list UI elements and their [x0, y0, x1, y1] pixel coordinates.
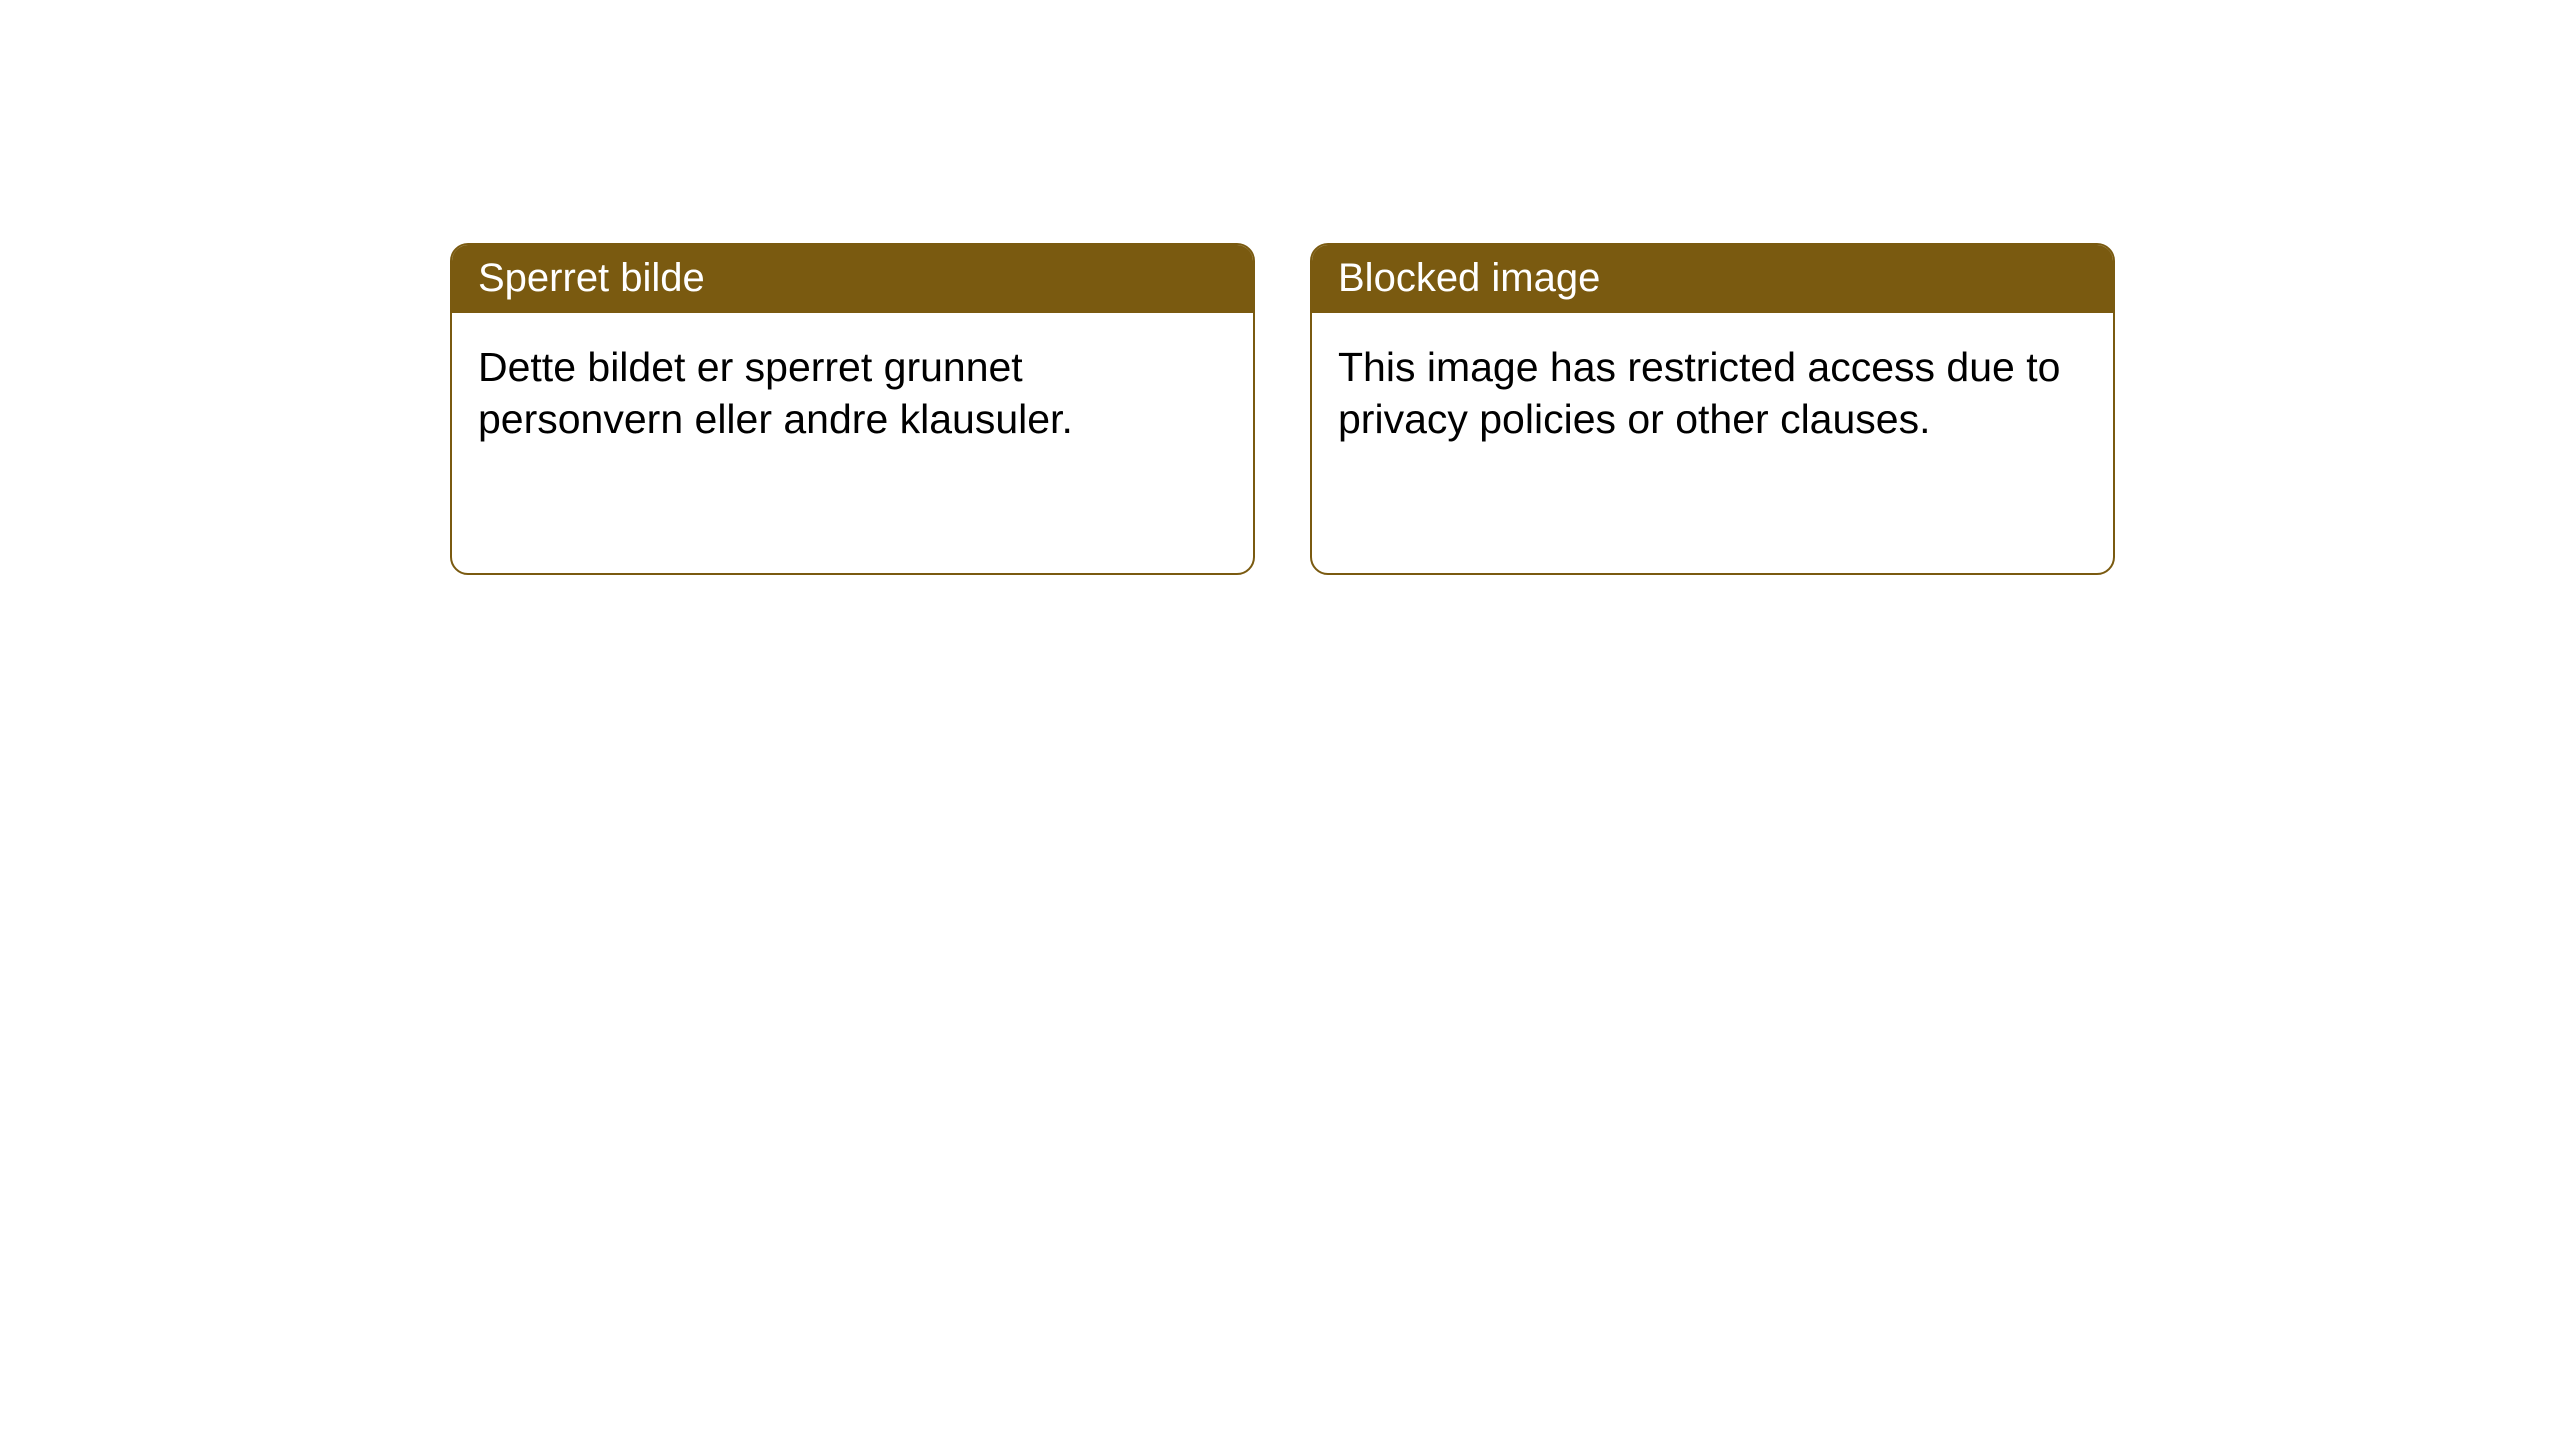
notice-card-body: This image has restricted access due to … [1312, 313, 2113, 474]
notice-container: Sperret bilde Dette bildet er sperret gr… [0, 0, 2560, 575]
notice-card-norwegian: Sperret bilde Dette bildet er sperret gr… [450, 243, 1255, 575]
notice-card-header: Sperret bilde [452, 245, 1253, 313]
notice-card-english: Blocked image This image has restricted … [1310, 243, 2115, 575]
notice-header-text: Sperret bilde [478, 256, 705, 300]
notice-header-text: Blocked image [1338, 256, 1600, 300]
notice-body-text: Dette bildet er sperret grunnet personve… [478, 344, 1073, 442]
notice-body-text: This image has restricted access due to … [1338, 344, 2060, 442]
notice-card-body: Dette bildet er sperret grunnet personve… [452, 313, 1253, 474]
notice-card-header: Blocked image [1312, 245, 2113, 313]
